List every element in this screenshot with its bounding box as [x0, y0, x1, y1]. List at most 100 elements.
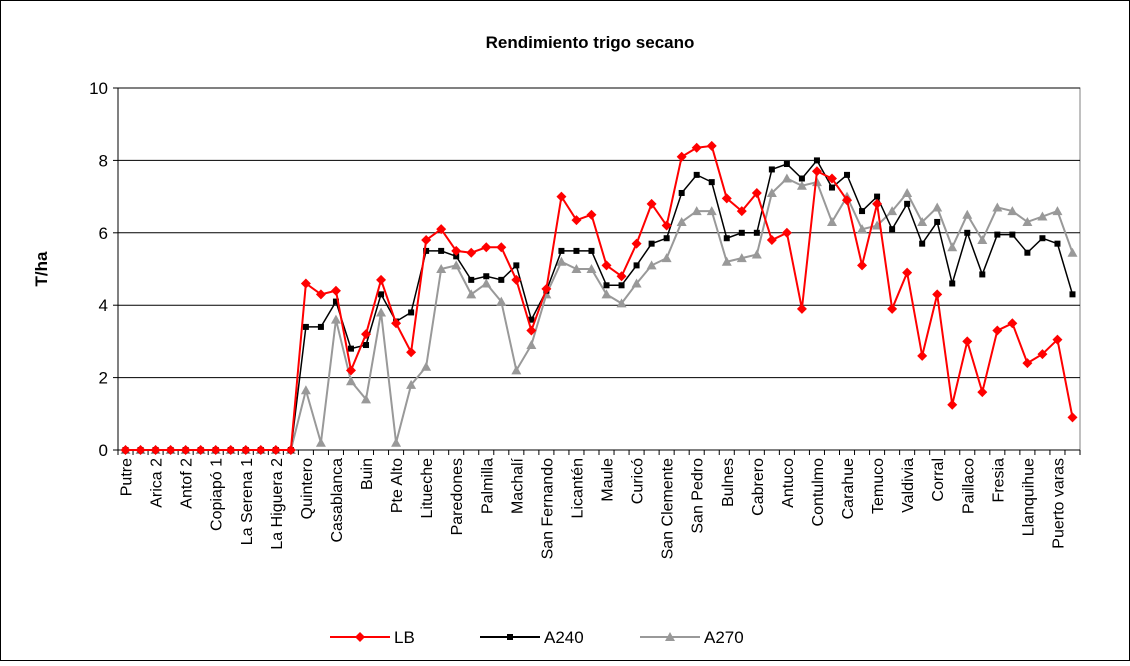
- data-point: [556, 256, 567, 266]
- data-point: [631, 238, 642, 249]
- data-point: [706, 140, 717, 151]
- data-point: [526, 325, 537, 336]
- data-point: [347, 345, 354, 352]
- data-point: [678, 189, 685, 196]
- data-point: [300, 278, 311, 289]
- data-point: [1067, 412, 1078, 423]
- data-point: [693, 171, 700, 178]
- legend-marker: [355, 632, 365, 642]
- data-point: [661, 253, 672, 263]
- y-tick-label: 4: [99, 296, 108, 315]
- data-point: [631, 278, 642, 288]
- data-point: [1009, 231, 1016, 238]
- x-tick-label: Putre: [119, 458, 136, 496]
- data-point: [1022, 358, 1033, 369]
- data-point: [270, 445, 281, 455]
- data-point: [255, 445, 266, 455]
- data-point: [150, 445, 161, 455]
- data-point: [225, 445, 236, 455]
- data-point: [661, 220, 672, 231]
- data-point: [798, 175, 805, 182]
- data-point: [676, 151, 687, 162]
- data-point: [706, 206, 717, 216]
- data-point: [571, 215, 582, 226]
- data-point: [751, 249, 762, 259]
- data-point: [466, 247, 477, 258]
- data-point: [406, 379, 417, 389]
- data-point: [887, 206, 898, 216]
- data-point: [195, 445, 206, 455]
- data-point: [781, 173, 792, 183]
- x-tick-label: Temuco: [870, 458, 887, 514]
- data-point: [180, 445, 191, 455]
- data-point: [165, 445, 176, 455]
- x-tick-label: Bulnes: [720, 458, 737, 507]
- data-point: [633, 262, 640, 269]
- data-point: [781, 227, 792, 238]
- data-point: [932, 202, 943, 212]
- data-point: [919, 240, 926, 247]
- x-tick-label: Pte Alto: [389, 458, 406, 513]
- data-point: [406, 347, 417, 358]
- legend-label: A270: [704, 628, 744, 647]
- legend-marker: [507, 634, 513, 640]
- data-point: [992, 202, 1003, 212]
- data-point: [586, 209, 597, 220]
- legend-label: LB: [394, 628, 415, 647]
- x-tick-label: Paillaco: [960, 458, 977, 514]
- data-point: [363, 342, 370, 349]
- data-point: [511, 274, 522, 285]
- data-point: [120, 445, 131, 455]
- y-tick-label: 0: [99, 441, 108, 460]
- data-point: [315, 289, 326, 300]
- data-point: [361, 394, 372, 404]
- x-tick-label: La Serena 1: [239, 458, 256, 545]
- data-point: [796, 303, 807, 314]
- data-point: [708, 179, 715, 186]
- data-point: [421, 235, 432, 246]
- data-point: [889, 226, 896, 233]
- data-point: [300, 385, 311, 395]
- data-point: [738, 229, 745, 236]
- data-point: [964, 229, 971, 236]
- data-point: [466, 289, 477, 299]
- x-tick-label: Copiapó 1: [209, 458, 226, 531]
- data-point: [874, 193, 881, 200]
- data-point: [391, 318, 402, 329]
- data-point: [994, 231, 1001, 238]
- x-tick-label: San Fernando: [539, 458, 556, 560]
- data-point: [588, 247, 595, 254]
- data-point: [826, 216, 837, 226]
- data-point: [648, 240, 655, 247]
- data-point: [210, 445, 221, 455]
- data-point: [663, 235, 670, 242]
- data-point: [498, 276, 505, 283]
- data-point: [481, 278, 492, 288]
- data-point: [811, 177, 822, 187]
- data-point: [947, 399, 958, 410]
- data-point: [376, 274, 387, 285]
- x-tick-label: Antof 2: [179, 458, 196, 509]
- data-point: [285, 445, 296, 455]
- y-tick-label: 6: [99, 224, 108, 243]
- x-tick-label: Antuco: [780, 458, 797, 508]
- data-point: [902, 267, 913, 278]
- data-point: [361, 329, 372, 340]
- data-point: [1039, 235, 1046, 242]
- data-point: [992, 325, 1003, 336]
- data-point: [573, 247, 580, 254]
- data-point: [766, 235, 777, 246]
- data-point: [496, 242, 507, 253]
- x-tick-label: Corral: [930, 458, 947, 502]
- data-point: [1069, 291, 1076, 298]
- x-tick-label: San Pedro: [690, 458, 707, 534]
- data-point: [813, 157, 820, 164]
- data-point: [302, 323, 309, 330]
- data-point: [1052, 206, 1063, 216]
- data-point: [376, 307, 387, 317]
- data-point: [723, 235, 730, 242]
- data-point: [496, 296, 507, 306]
- data-point: [1067, 247, 1078, 257]
- x-tick-label: Valdivia: [900, 458, 917, 513]
